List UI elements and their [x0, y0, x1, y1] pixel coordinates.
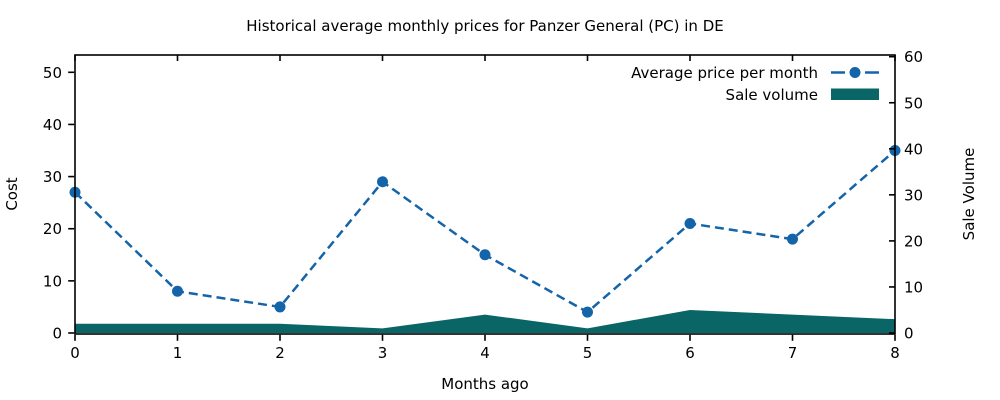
legend-label-sale-volume: Sale volume — [726, 86, 818, 104]
left-y-tick-label: 50 — [43, 64, 62, 82]
right-y-tick-label: 40 — [904, 140, 923, 158]
left-y-tick-label: 40 — [43, 116, 62, 134]
right-y-tick-label: 30 — [904, 186, 923, 204]
x-tick-label: 7 — [788, 344, 798, 362]
price-marker — [479, 249, 491, 261]
x-axis-label: Months ago — [441, 375, 529, 393]
volume-area — [75, 309, 895, 333]
left-y-axis-label: Cost — [3, 177, 21, 210]
right-y-tick-label: 10 — [904, 278, 923, 296]
x-tick-label: 2 — [275, 344, 285, 362]
chart-legend: Average price per month Sale volume — [631, 64, 879, 104]
x-tick-label: 1 — [173, 344, 183, 362]
x-tick-label: 6 — [685, 344, 695, 362]
price-marker — [274, 301, 286, 313]
x-tick-label: 4 — [480, 344, 490, 362]
left-y-tick-label: 0 — [52, 325, 62, 343]
right-y-tick-label: 60 — [904, 48, 923, 66]
legend-volume-swatch — [831, 88, 879, 100]
price-marker — [787, 233, 798, 245]
left-y-tick-label: 10 — [43, 272, 62, 290]
chart-title: Historical average monthly prices for Pa… — [246, 17, 723, 35]
x-tick-label: 3 — [378, 344, 388, 362]
x-tick-label: 0 — [70, 344, 80, 362]
left-y-tick-label: 20 — [43, 220, 62, 238]
price-marker — [684, 218, 696, 230]
price-marker — [582, 306, 593, 318]
legend-price-marker-icon — [849, 67, 861, 78]
right-y-tick-label: 50 — [904, 94, 923, 112]
x-tick-label: 5 — [583, 344, 593, 362]
x-tick-label: 8 — [890, 344, 900, 362]
right-y-axis-label: Sale Volume — [960, 148, 978, 241]
price-marker — [172, 285, 183, 297]
right-y-tick-label: 0 — [904, 325, 914, 343]
legend-label-average-price: Average price per month — [631, 64, 818, 82]
price-marker — [377, 176, 388, 188]
price-line — [74, 149, 896, 314]
left-y-tick-label: 30 — [43, 168, 62, 186]
right-y-tick-label: 20 — [904, 232, 923, 250]
